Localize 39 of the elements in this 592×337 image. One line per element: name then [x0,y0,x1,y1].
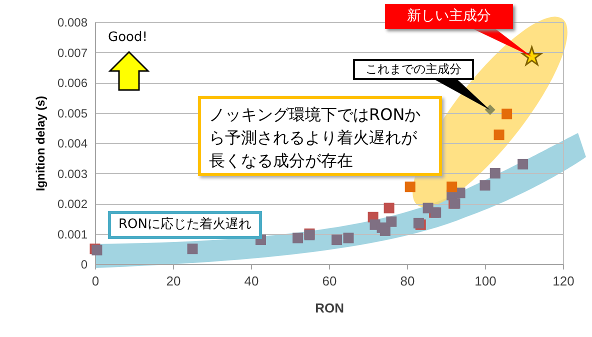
annotation: Good! [108,30,148,45]
y-axis-title: Ignition delay (s) [33,96,48,192]
y-tick-label: 0.003 [57,166,88,181]
annotation: これまでの主成分 [353,59,474,80]
point [502,108,512,120]
point [386,216,397,227]
x-tick-label: 80 [400,274,415,288]
y-tick-label: 0.006 [57,76,88,90]
point [404,182,416,192]
y-tick-label: 0.001 [57,227,88,242]
point [384,202,394,214]
point [518,158,528,170]
point [480,180,490,191]
x-tick-label: 20 [166,274,181,288]
y-tick-label: 0.005 [57,106,88,120]
x-tick-label: 60 [322,274,337,288]
point [494,130,504,140]
x-tick-label: 0 [92,274,100,288]
point [187,244,198,254]
annotation: RONに応じた着火遅れ [108,211,262,239]
y-tick-label: 0.007 [57,46,88,60]
y-tick-label: 0.002 [57,197,88,211]
point [380,225,390,236]
point [522,46,542,66]
point [343,232,354,244]
point [292,232,304,244]
x-axis-title: RON [315,300,344,316]
point [484,104,496,115]
x-tick-label: 40 [244,274,259,288]
y-tick-label: 0.004 [57,136,88,150]
x-tick-label: 100 [474,274,496,288]
point [490,168,500,178]
x-tick-label: 120 [552,274,574,288]
annotation: 新しい主成分 [385,4,513,29]
annotation: ノッキング環境下ではRONから予測されるより着火遅れが長くなる成分が存在 [198,96,442,176]
point [446,182,458,192]
y-tick-label: 0.008 [57,16,88,30]
point [332,234,342,246]
y-tick-label: 0 [80,258,88,272]
